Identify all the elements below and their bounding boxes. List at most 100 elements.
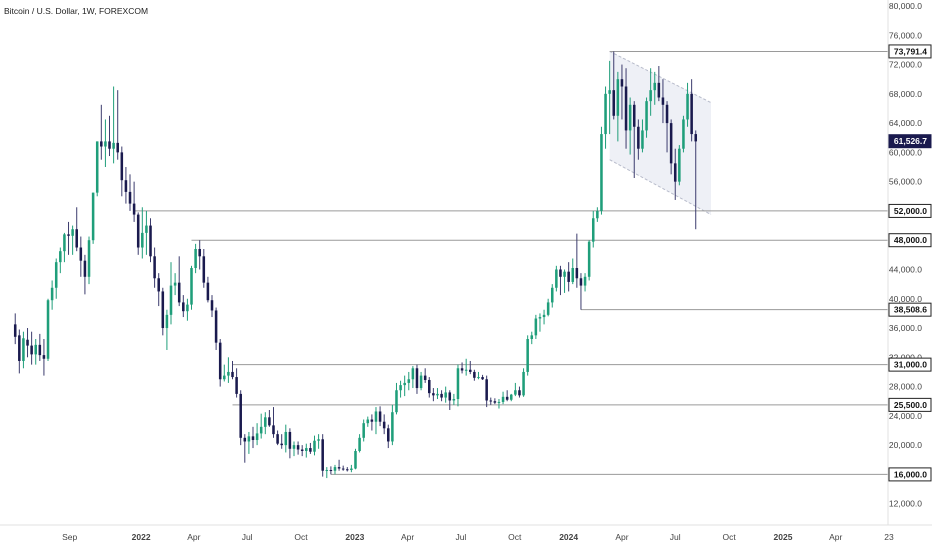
time-axis[interactable]: Sep 2022 Apr Jul Oct 2023 Apr Jul Oct 2024 Apr Jul O… [62,532,894,542]
channel-drawing[interactable] [609,50,712,216]
candle[interactable] [587,240,591,281]
candle[interactable] [395,382,398,415]
candle[interactable] [403,375,406,397]
candle[interactable] [38,333,42,361]
candle[interactable] [337,459,341,471]
candle[interactable] [596,207,599,222]
candle[interactable] [350,464,353,473]
candle[interactable] [440,390,443,402]
candle[interactable] [268,410,271,427]
candle[interactable] [485,375,488,408]
candle[interactable] [116,90,119,160]
candle[interactable] [177,256,181,307]
candle[interactable] [550,284,554,308]
candle[interactable] [264,412,267,435]
candle[interactable] [186,298,189,321]
candle[interactable] [288,428,292,459]
candle[interactable] [136,212,140,255]
candle[interactable] [600,126,603,215]
candle[interactable] [686,82,689,127]
candle[interactable] [59,247,62,274]
candle[interactable] [468,360,472,375]
candle[interactable] [448,390,452,410]
candle[interactable] [18,329,21,374]
candle[interactable] [169,262,173,325]
candle[interactable] [493,398,497,405]
candle[interactable] [239,390,242,446]
candle[interactable] [112,86,115,164]
candle[interactable] [522,368,525,397]
candle[interactable] [661,79,665,124]
candle[interactable] [235,368,238,398]
candle[interactable] [22,331,25,369]
candle[interactable] [628,97,632,155]
candle[interactable] [612,51,616,120]
candle[interactable] [366,416,370,427]
candle[interactable] [632,101,636,178]
candle[interactable] [231,360,234,380]
candle[interactable] [210,295,214,318]
candle[interactable] [415,364,419,394]
candle[interactable] [79,236,83,277]
candle[interactable] [272,407,275,438]
price-axis[interactable]: 80,000.0 76,000.0 72,000.0 68,000.0 64,000.0… [889,1,922,509]
candle[interactable] [87,236,91,285]
candle[interactable] [428,377,431,398]
candle[interactable] [391,404,394,446]
candle[interactable] [313,435,316,456]
candle-series[interactable] [13,51,698,479]
candle[interactable] [198,240,201,270]
candle[interactable] [214,307,218,350]
candle[interactable] [657,66,661,102]
candle[interactable] [546,298,550,317]
candle[interactable] [579,273,583,310]
candle[interactable] [620,64,624,120]
candle[interactable] [223,364,226,382]
candle[interactable] [407,371,411,391]
candle[interactable] [124,167,128,204]
candle[interactable] [387,424,390,449]
candle[interactable] [100,104,103,160]
candle[interactable] [157,273,160,307]
candle[interactable] [251,426,255,449]
candle[interactable] [300,445,304,457]
candle[interactable] [108,115,111,157]
candle[interactable] [665,101,669,153]
candle[interactable] [477,371,480,380]
candle[interactable] [690,79,693,142]
candle[interactable] [591,210,595,248]
candle[interactable] [95,141,99,197]
candle[interactable] [563,269,566,293]
candle[interactable] [321,434,324,477]
candle[interactable] [354,448,357,470]
candle[interactable] [473,369,476,381]
candle[interactable] [669,119,673,175]
candle[interactable] [13,313,17,345]
candle[interactable] [464,358,468,376]
candle[interactable] [145,210,148,255]
candle[interactable] [202,248,206,288]
candle[interactable] [411,366,415,389]
candle[interactable] [276,430,279,446]
candle[interactable] [637,119,640,160]
candle[interactable] [194,243,197,274]
candle[interactable] [54,258,58,299]
candle[interactable] [30,331,33,365]
candle[interactable] [218,339,222,387]
candle[interactable] [325,467,329,479]
channel-lower-line[interactable] [609,159,712,216]
candle[interactable] [481,374,484,380]
candle[interactable] [284,424,288,453]
candle[interactable] [497,399,501,409]
candle[interactable] [518,386,521,398]
candle[interactable] [489,397,493,405]
candle[interactable] [243,434,247,463]
candle[interactable] [173,273,177,296]
candle[interactable] [120,146,124,197]
candle[interactable] [305,443,308,458]
candle[interactable] [206,276,210,303]
candle[interactable] [456,364,460,407]
candle[interactable] [509,393,513,402]
